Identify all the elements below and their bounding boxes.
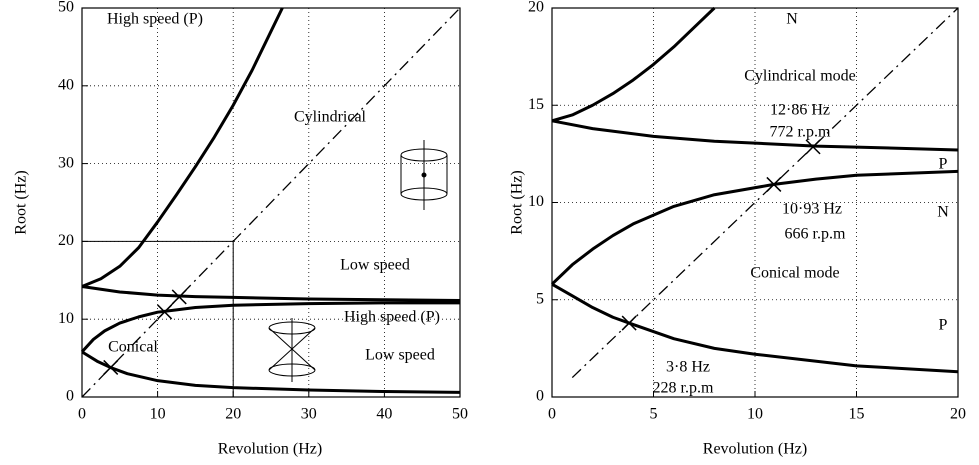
y-tick-label: 0 (536, 388, 544, 405)
curve (81, 285, 461, 303)
x-tick-label: 50 (452, 406, 468, 423)
curve (550, 169, 959, 286)
annotation: Conical (108, 339, 158, 356)
y-tick-label: 10 (58, 310, 74, 327)
annotation: N (937, 204, 949, 221)
crossing-marker (157, 304, 173, 320)
y-tick-label: 15 (528, 96, 544, 113)
plot-frame (551, 7, 959, 398)
curve (571, 7, 959, 379)
annotation: High speed (P) (107, 11, 203, 28)
annotation: Conical mode (750, 265, 839, 282)
crossing-marker (171, 289, 187, 305)
y-tick-label: 20 (58, 232, 74, 249)
annotation: Low speed (340, 257, 410, 274)
curve (81, 350, 461, 394)
x-tick-label: 20 (950, 406, 966, 423)
y-tick-label: 10 (528, 193, 544, 210)
annotation: Low speed (365, 347, 435, 364)
curve (82, 240, 234, 397)
y-tick-label: 40 (58, 76, 74, 93)
annotation: 10·93 Hz (782, 201, 842, 218)
y-axis-label: Root (Hz) (13, 170, 30, 234)
annotation: 3·8 Hz (666, 359, 710, 376)
y-tick-label: 20 (528, 0, 544, 16)
x-tick-label: 0 (78, 406, 86, 423)
crossing-marker (103, 359, 119, 375)
curve (551, 282, 959, 374)
y-axis-label: Root (Hz) (509, 170, 526, 234)
x-tick-label: 40 (376, 406, 392, 423)
annotation: P (939, 156, 948, 173)
annotation: 666 r.p.m (785, 226, 846, 243)
annotation: Cylindrical mode (744, 68, 856, 85)
plot-frame (81, 7, 461, 398)
x-axis-label: Revolution (Hz) (703, 441, 807, 458)
y-tick-label: 0 (66, 388, 74, 405)
annotation: Cylindrical (294, 109, 367, 126)
y-tick-label: 5 (536, 290, 544, 307)
curve (81, 7, 461, 398)
x-axis-label: Revolution (Hz) (218, 441, 322, 458)
curve (80, 301, 460, 353)
cone-icon (268, 318, 316, 382)
x-tick-label: 20 (225, 406, 241, 423)
crossing-marker (621, 315, 637, 331)
curve (551, 119, 959, 152)
annotation: High speed (P) (344, 309, 440, 326)
x-tick-label: 10 (150, 406, 166, 423)
annotation: N (786, 11, 798, 28)
x-tick-label: 15 (849, 406, 865, 423)
cylinder-icon (400, 140, 448, 210)
annotation: 228 r.p.m (653, 380, 714, 397)
annotation: 772 r.p.m (770, 124, 831, 141)
x-tick-label: 10 (747, 406, 763, 423)
crossing-marker (805, 139, 821, 155)
annotation: 12·86 Hz (770, 102, 830, 119)
annotation: P (939, 317, 948, 334)
curve (551, 6, 716, 123)
x-tick-label: 5 (650, 406, 658, 423)
y-tick-label: 30 (58, 154, 74, 171)
x-tick-label: 0 (548, 406, 556, 423)
curve (81, 7, 284, 288)
crossing-marker (766, 176, 782, 192)
x-tick-label: 30 (301, 406, 317, 423)
y-tick-label: 50 (58, 0, 74, 16)
